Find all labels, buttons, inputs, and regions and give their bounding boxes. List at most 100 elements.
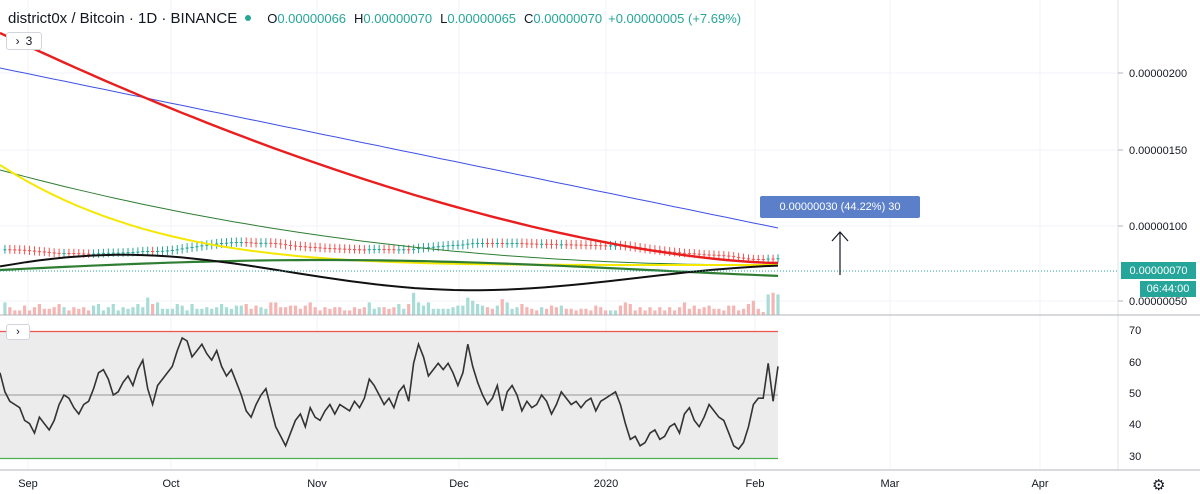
candle-body: [756, 258, 760, 260]
candle-body: [495, 243, 499, 245]
volume-bar: [52, 307, 56, 315]
candle-body: [338, 248, 342, 250]
candle-body: [328, 248, 332, 250]
volume-bar: [446, 308, 450, 315]
candle-body: [239, 242, 243, 244]
gear-icon[interactable]: ⚙: [1152, 477, 1166, 494]
candle-body: [91, 253, 96, 255]
candle-body: [308, 246, 312, 248]
candle-body: [525, 243, 529, 245]
candle-body: [274, 242, 278, 244]
candle-body: [313, 247, 317, 249]
volume-bar: [746, 304, 751, 315]
volume-bar: [298, 308, 302, 315]
volume-bar: [480, 305, 485, 315]
candle-body: [72, 253, 76, 255]
volume-bar: [96, 304, 101, 315]
volume-bar: [741, 308, 746, 315]
candle-body: [584, 244, 588, 246]
volume-bar: [416, 302, 421, 315]
candle-body: [131, 252, 135, 254]
candle-body: [96, 253, 101, 255]
volume-bar: [362, 307, 366, 315]
volume-bar: [761, 312, 765, 315]
candle-body: [62, 252, 66, 254]
volume-bar: [136, 304, 140, 315]
candle-body: [215, 243, 219, 245]
candle-body: [382, 249, 386, 251]
chevron-right-icon: ›: [15, 34, 20, 48]
volume-bar: [505, 302, 509, 315]
indicator-count: 3: [25, 34, 33, 48]
candle-body: [244, 242, 248, 244]
candle-body: [672, 251, 677, 253]
candle-body: [219, 243, 224, 245]
candle-body: [87, 253, 91, 255]
market-status-icon: [245, 15, 252, 21]
volume-bar: [426, 302, 430, 315]
candle-body: [431, 246, 435, 248]
candle-body: [451, 244, 455, 246]
candle-body: [668, 251, 672, 253]
volume-bar: [402, 308, 406, 315]
candle-body: [732, 256, 736, 258]
volume-bar: [525, 307, 529, 315]
candle-body: [407, 249, 411, 251]
ma-green-thin-line: [0, 169, 778, 266]
high-key: H: [354, 10, 364, 26]
volume-bar: [535, 310, 539, 315]
volume-bar: [633, 310, 637, 315]
candle-body: [530, 243, 534, 245]
symbol-title[interactable]: district0x / Bitcoin · 1D · BINANCE: [8, 9, 238, 27]
volume-bar: [116, 310, 120, 315]
volume-bar: [18, 310, 22, 315]
candle-body: [574, 244, 578, 246]
volume-bar: [638, 307, 642, 315]
volume-bar: [264, 308, 268, 315]
volume-bar: [722, 310, 726, 315]
candle-body: [372, 249, 376, 251]
measure-label[interactable]: 0.00000030 (44.22%) 30: [760, 196, 920, 218]
time-axis-label: Oct: [162, 478, 180, 490]
candle-body: [190, 246, 194, 248]
candle-body: [712, 254, 716, 256]
rsi-toggle-button[interactable]: ›: [6, 324, 30, 340]
volume-bar: [323, 307, 327, 315]
candle-body: [116, 252, 120, 254]
candle-body: [318, 247, 322, 249]
volume-bar: [200, 308, 204, 315]
candle-body: [249, 242, 253, 244]
volume-bar: [180, 305, 184, 315]
volume-bar: [776, 294, 780, 315]
volume-bar: [766, 294, 770, 315]
volume-bar: [663, 310, 667, 315]
volume-bar: [559, 305, 563, 315]
candle-body: [436, 246, 440, 248]
volume-bar: [57, 304, 61, 315]
volume-bar: [195, 308, 199, 315]
volume-bar: [530, 308, 534, 315]
candle-body: [111, 252, 115, 254]
volume-bar: [62, 307, 66, 315]
indicators-toggle-button[interactable]: › 3: [6, 32, 42, 50]
volume-bar: [23, 305, 27, 315]
candle-body: [505, 243, 509, 245]
low-value: 0.00000065: [447, 10, 517, 26]
arrow-up-icon: [831, 231, 849, 242]
candle-body: [146, 251, 150, 253]
volume-bar: [32, 307, 37, 315]
volume-bar: [608, 310, 613, 315]
volume-bar: [643, 310, 647, 315]
price-axis-label: 0.00000150: [1129, 145, 1188, 157]
volume-bar: [333, 307, 337, 315]
candle-body: [456, 244, 460, 246]
rsi-axis-label: 60: [1129, 357, 1142, 369]
chevron-right-icon: ›: [16, 326, 20, 338]
candle-body: [692, 253, 696, 255]
candle-body: [42, 251, 46, 253]
volume-bar: [584, 308, 588, 315]
volume-bar: [589, 310, 593, 315]
candle-body: [426, 247, 430, 249]
candle-body: [480, 242, 485, 244]
